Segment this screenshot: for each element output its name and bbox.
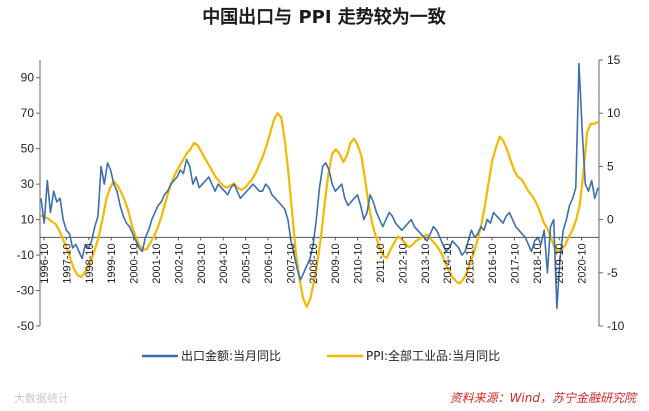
x-tick-label: 2020-10 <box>577 243 589 283</box>
right-tick-label: 15 <box>607 53 621 67</box>
right-tick-label: -5 <box>607 266 618 280</box>
x-tick-label: 2012-10 <box>397 243 409 283</box>
x-tick-label: 2000-10 <box>129 243 141 283</box>
x-tick-label: 2001-10 <box>151 243 163 283</box>
x-tick-label: 2005-10 <box>241 243 253 283</box>
x-tick-label: 1999-10 <box>106 243 118 283</box>
x-tick-label: 1996-10 <box>39 243 51 283</box>
right-tick-label: -10 <box>607 319 625 333</box>
source-note: 资料来源：Wind，苏宁金融研究院 <box>450 391 638 405</box>
legend: 出口金额:当月同比 PPI:全部工业品:当月同比 <box>142 348 500 363</box>
x-tick-label: 2009-10 <box>330 243 342 283</box>
x-tick-label: 2017-10 <box>509 243 521 283</box>
x-tick-label: 2008-10 <box>308 243 320 283</box>
x-tick-label: 2019-10 <box>554 243 566 283</box>
x-tick-label: 2010-10 <box>353 243 365 283</box>
x-tick-label: 1998-10 <box>84 243 96 283</box>
x-tick-label: 2013-10 <box>420 243 432 283</box>
x-tick-label: 2016-10 <box>487 243 499 283</box>
left-tick-label: -30 <box>17 284 35 298</box>
x-tick-label: 2015-10 <box>465 243 477 283</box>
right-tick-label: 0 <box>607 213 614 227</box>
left-tick-label: 50 <box>21 142 35 156</box>
left-tick-label: 90 <box>21 71 35 85</box>
chart-title: 中国出口与 PPI 走势较为一致 <box>202 6 447 28</box>
left-tick-label: 70 <box>21 106 35 120</box>
series-line-ppi <box>40 112 599 308</box>
x-tick-label: 2007-10 <box>285 243 297 283</box>
x-tick-label: 1997-10 <box>61 243 73 283</box>
legend-label-ppi: PPI:全部工业品:当月同比 <box>366 348 500 363</box>
series-line-export <box>40 62 599 310</box>
x-tick-label: 2004-10 <box>218 243 230 283</box>
right-tick-label: 10 <box>607 106 621 120</box>
left-tick-label: 30 <box>21 177 35 191</box>
left-tick-label: -10 <box>17 248 35 262</box>
left-tick-label: 10 <box>21 213 35 227</box>
right-tick-label: 5 <box>607 159 614 173</box>
x-tick-label: 2018-10 <box>532 243 544 283</box>
legend-label-export: 出口金额:当月同比 <box>181 348 281 363</box>
watermark: 大数据统计 <box>14 391 69 405</box>
x-tick-label: 2006-10 <box>263 243 275 283</box>
left-tick-label: -50 <box>17 319 35 333</box>
x-tick-label: 2002-10 <box>173 243 185 283</box>
x-tick-label: 2014-10 <box>442 243 454 283</box>
x-tick-label: 2011-10 <box>375 243 387 283</box>
x-tick-label: 2003-10 <box>196 243 208 283</box>
